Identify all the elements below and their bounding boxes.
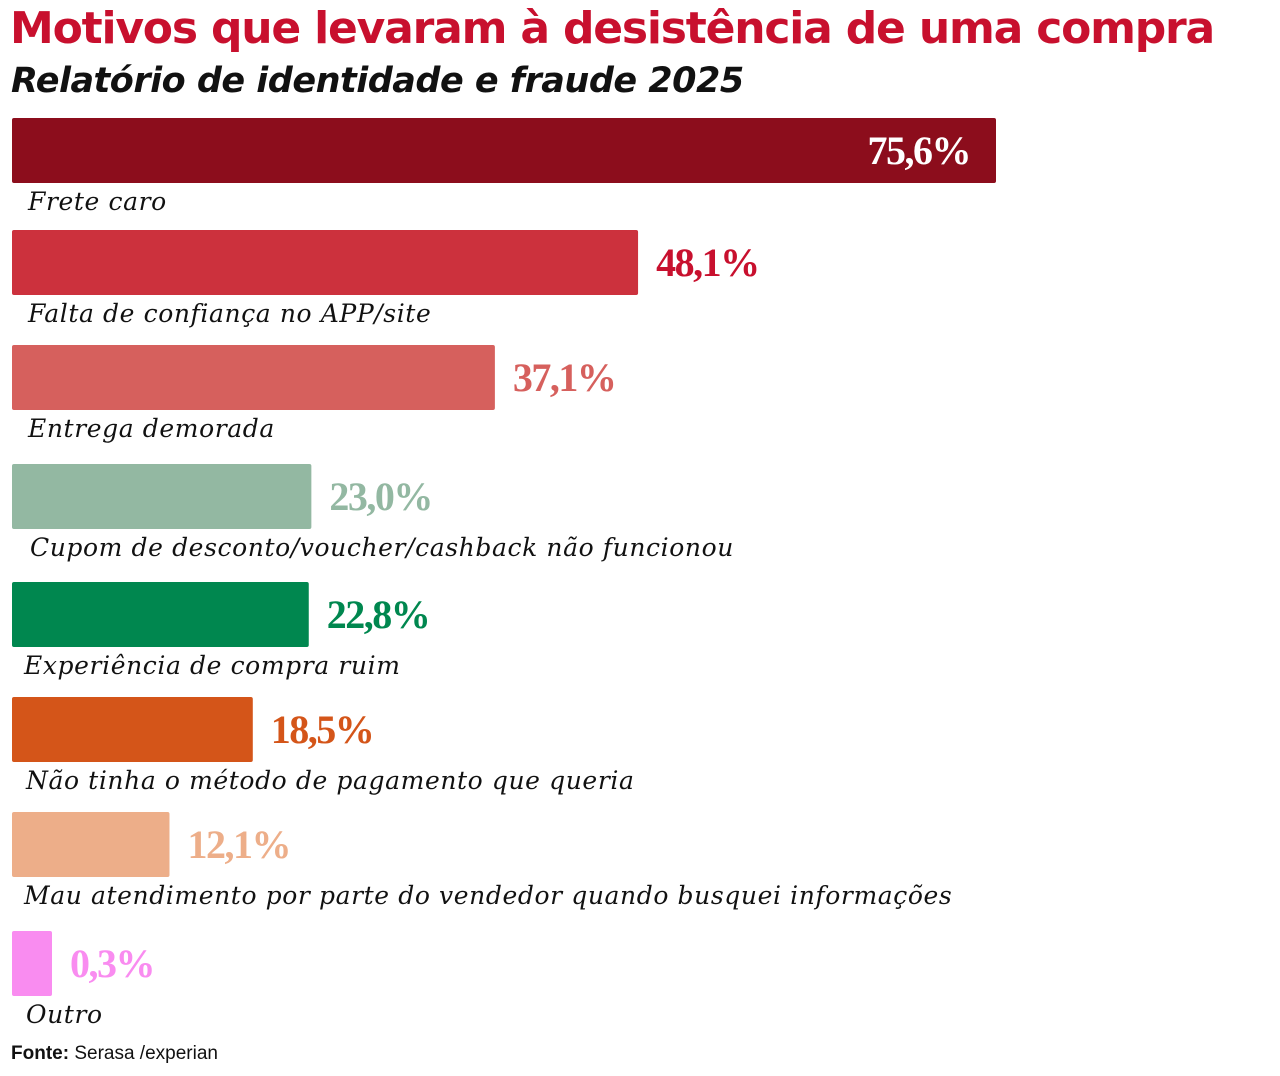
bar-cupom-de-desconto-voucher-cashback-nao-funcionou	[12, 464, 312, 529]
bar-chart: 75,6% Frete caro 48,1% Falta de confiança n…	[12, 118, 996, 1029]
value-label-mau-atendimento-por-parte-do-vendedor-quando-busquei-informacoes: 12,1%	[187, 822, 290, 867]
source-note: Fonte: Serasa /experian	[11, 1043, 218, 1065]
value-label-falta-de-confianca-no-app-site: 48,1%	[656, 240, 759, 285]
value-label-entrega-demorada: 37,1%	[513, 355, 616, 400]
bar-frete-caro	[12, 118, 996, 183]
bar-experiencia-de-compra-ruim	[12, 582, 309, 647]
value-label-cupom-de-desconto-voucher-cashback-nao-funcionou: 23,0%	[329, 474, 432, 519]
category-label-outro: Outro	[26, 1000, 103, 1029]
value-label-outro: 0,3%	[70, 941, 154, 986]
source-label: Fonte:	[11, 1043, 70, 1064]
bar-mau-atendimento-por-parte-do-vendedor-quando-busquei-informacoes	[12, 812, 170, 877]
value-label-experiencia-de-compra-ruim: 22,8%	[327, 592, 430, 637]
category-label-cupom-de-desconto-voucher-cashback-nao-funcionou: Cupom de desconto/voucher/cashback não f…	[30, 533, 734, 562]
chart-subtitle: Relatório de identidade e fraude 2025	[11, 61, 744, 101]
source-text: Serasa /experian	[74, 1043, 218, 1064]
value-label-frete-caro: 75,6%	[868, 128, 971, 173]
value-label-nao-tinha-o-metodo-de-pagamento-que-queria: 18,5%	[271, 707, 374, 752]
category-label-frete-caro: Frete caro	[27, 187, 167, 216]
category-label-entrega-demorada: Entrega demorada	[27, 414, 275, 443]
category-label-nao-tinha-o-metodo-de-pagamento-que-queria: Não tinha o método de pagamento que quer…	[25, 766, 634, 795]
bar-nao-tinha-o-metodo-de-pagamento-que-queria	[12, 697, 253, 762]
category-label-mau-atendimento-por-parte-do-vendedor-quando-busquei-informacoes: Mau atendimento por parte do vendedor qu…	[23, 881, 952, 910]
bar-falta-de-confianca-no-app-site	[12, 230, 639, 295]
bar-outro	[12, 931, 52, 996]
chart-title: Motivos que levaram à desistência de uma…	[10, 3, 1215, 54]
category-label-falta-de-confianca-no-app-site: Falta de confiança no APP/site	[27, 299, 431, 328]
category-label-experiencia-de-compra-ruim: Experiência de compra ruim	[23, 651, 401, 680]
bar-entrega-demorada	[12, 345, 495, 410]
